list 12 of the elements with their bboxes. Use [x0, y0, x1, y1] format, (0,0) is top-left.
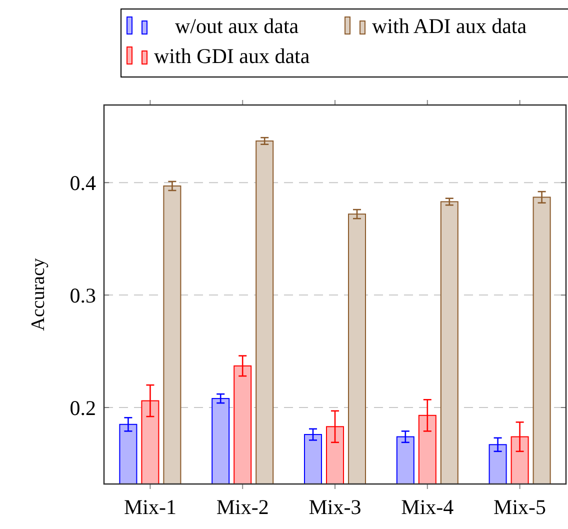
legend-label: w/out aux data: [175, 14, 300, 38]
x-tick-label: Mix-1: [124, 495, 176, 519]
y-tick-label: 0.2: [70, 396, 96, 420]
y-axis-title: Accuracy: [28, 258, 49, 331]
x-tick-label: Mix-4: [401, 495, 454, 519]
y-tick-label: 0.3: [70, 283, 96, 308]
x-tick-label: Mix-2: [216, 495, 269, 519]
x-tick-label: Mix-3: [308, 495, 362, 519]
x-tick-label: Mix-5: [494, 495, 546, 519]
legend-label: with ADI aux data: [372, 14, 528, 38]
y-tick-label: 0.4: [70, 170, 96, 195]
legend-label: with GDI aux data: [154, 44, 310, 68]
